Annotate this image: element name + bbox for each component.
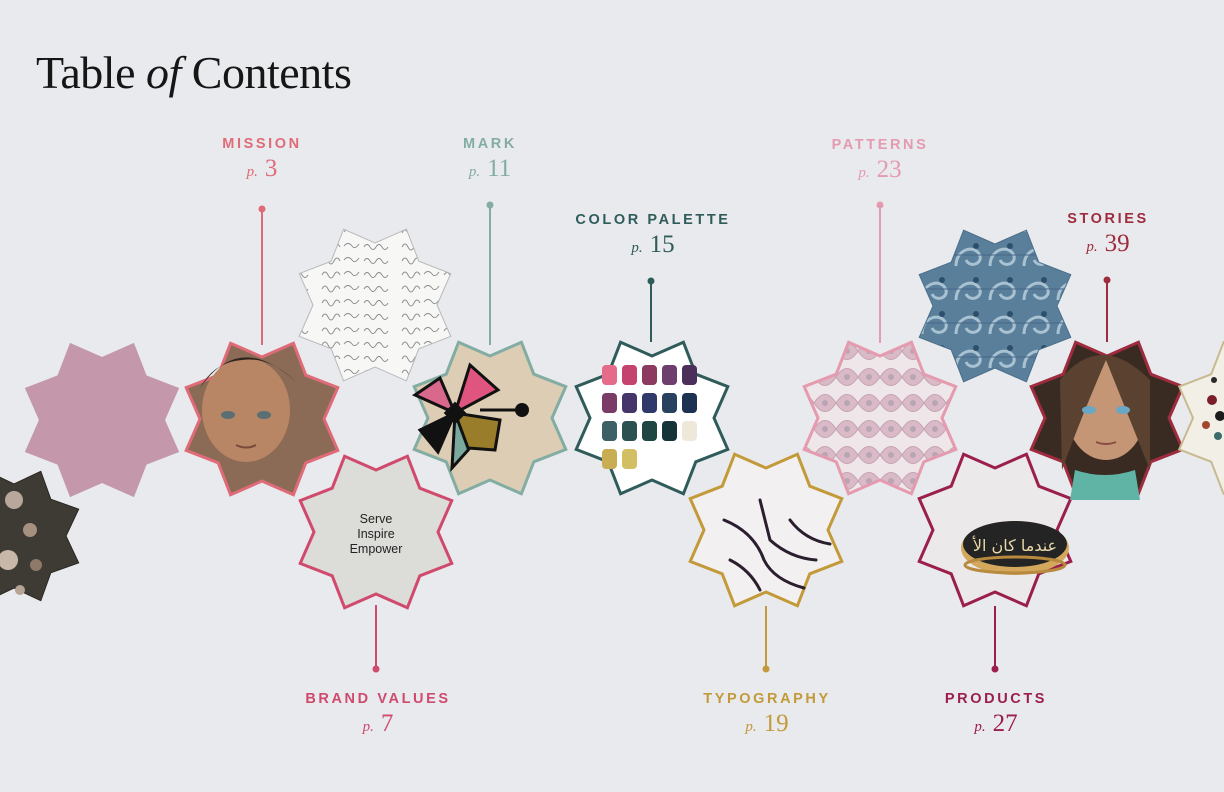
toc-entry-brand-values[interactable]: BRAND VALUES p. 7 [268, 691, 488, 738]
palette-swatch [682, 421, 697, 441]
toc-entry-mark[interactable]: MARK p. 11 [380, 136, 600, 183]
palette-swatch [662, 393, 677, 413]
page-ref: p. 3 [152, 155, 372, 183]
page-number: 39 [1104, 230, 1130, 257]
pink-velvet-star [24, 342, 180, 498]
page-number: 15 [649, 231, 675, 258]
section-name: MISSION [222, 136, 302, 152]
palette-swatch [622, 393, 637, 413]
palette-swatch [602, 365, 617, 385]
values-line-1: Serve [360, 512, 393, 526]
page-prefix: p. [858, 165, 870, 181]
palette-swatch [602, 449, 617, 469]
arabic-calligraphy[interactable] [688, 452, 844, 608]
title-rest: Contents [191, 47, 352, 98]
palette-swatch [602, 421, 617, 441]
palette-swatch [602, 393, 617, 413]
section-name: BRAND VALUES [305, 691, 451, 707]
page-ref: p. 7 [268, 710, 488, 738]
toc-entry-products[interactable]: PRODUCTS p. 27 [886, 691, 1106, 738]
section-name: MARK [463, 136, 517, 152]
palette-swatch [642, 421, 657, 441]
page-prefix: p. [1086, 239, 1098, 255]
mosaic-tile-fragment [1177, 340, 1224, 496]
page-number: 11 [487, 155, 512, 182]
section-name: TYPOGRAPHY [703, 691, 831, 707]
section-name: COLOR PALETTE [575, 212, 731, 228]
palette-swatch [662, 421, 677, 441]
page-ref: p. 27 [886, 710, 1106, 738]
palette-swatch [642, 393, 657, 413]
title-main: Table [36, 47, 136, 98]
page-prefix: p. [468, 164, 481, 180]
page-ref: p. 39 [998, 230, 1218, 258]
boy-portrait-photo[interactable] [184, 341, 340, 497]
toc-entry-patterns[interactable]: PATTERNS p. 23 [770, 137, 990, 184]
page-number: 19 [763, 710, 789, 737]
page-number: 7 [380, 710, 394, 737]
palette-swatch [622, 365, 637, 385]
star-flower-logo-icon[interactable] [411, 340, 568, 496]
title-of: of [146, 47, 181, 98]
page-title: Table of Contents [36, 46, 352, 99]
page-prefix: p. [631, 240, 643, 256]
toc-entry-color-palette[interactable]: COLOR PALETTE p. 15 [543, 212, 763, 259]
page-ref: p. 19 [657, 710, 877, 738]
page-ref: p. 15 [543, 231, 763, 259]
values-line-2: Inspire [357, 527, 395, 541]
page-prefix: p. [974, 719, 986, 735]
palette-swatch [682, 365, 697, 385]
palette-swatch [682, 393, 697, 413]
palette-swatch [622, 449, 637, 469]
calligraphy-ring-photo[interactable]: عندما كان الأ [917, 452, 1073, 608]
page-ref: p. 11 [380, 155, 600, 183]
section-name: PATTERNS [831, 137, 929, 153]
svg-text:عندما كان الأ: عندما كان الأ [972, 535, 1057, 555]
brand-values-card[interactable]: Serve Inspire Empower [298, 454, 454, 610]
toc-entry-mission[interactable]: MISSION p. 3 [152, 136, 372, 183]
palette-swatch [622, 421, 637, 441]
handwritten-letter-texture [298, 228, 452, 382]
values-line-3: Empower [350, 542, 403, 556]
palette-swatch [642, 365, 657, 385]
section-name: PRODUCTS [944, 691, 1048, 707]
toc-entry-stories[interactable]: STORIES p. 39 [998, 211, 1218, 258]
section-name: STORIES [1067, 211, 1149, 227]
toc-entry-typography[interactable]: TYPOGRAPHY p. 19 [657, 691, 877, 738]
palette-swatch [662, 365, 677, 385]
page-number: 27 [992, 710, 1018, 737]
page-prefix: p. [362, 719, 374, 735]
page-number: 23 [876, 156, 902, 183]
page-prefix: p. [745, 719, 757, 735]
girl-portrait-photo[interactable] [1029, 340, 1185, 500]
dried-flowers-photo [0, 470, 80, 602]
color-swatches-icon[interactable] [574, 340, 730, 496]
page-prefix: p. [246, 164, 258, 180]
page-number: 3 [264, 155, 278, 182]
connector-lines [258, 201, 1111, 673]
arabesque-tile-pattern[interactable] [802, 340, 958, 496]
page-ref: p. 23 [770, 156, 990, 184]
blue-damask-tile [918, 229, 1072, 383]
